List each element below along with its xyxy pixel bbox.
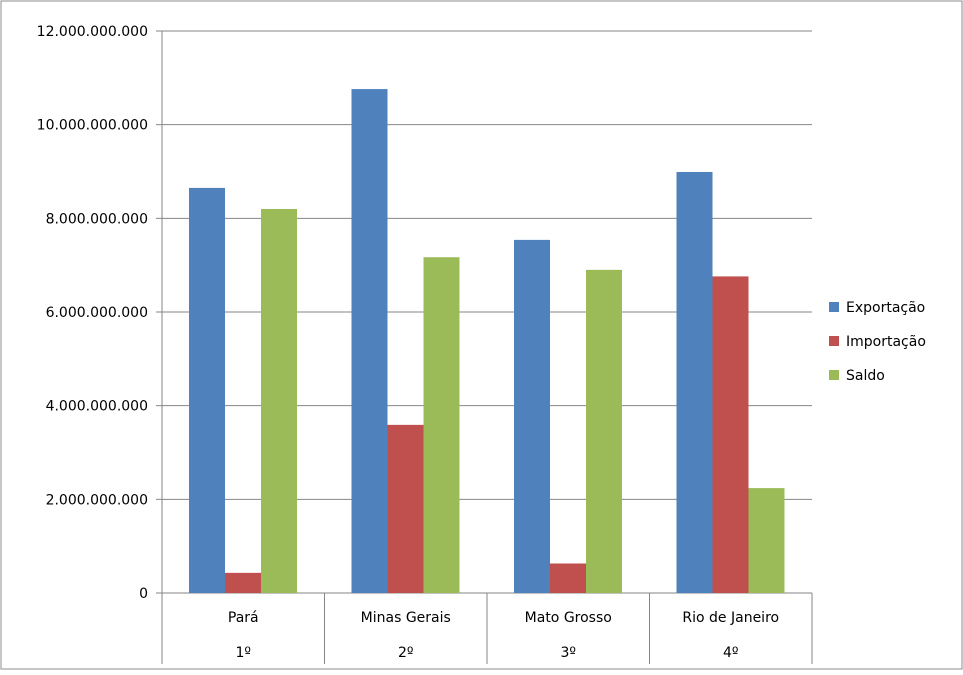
bar-saldo bbox=[261, 208, 297, 593]
bar-saldo bbox=[423, 257, 460, 593]
x-rank-label: 1º bbox=[235, 645, 251, 661]
legend: Exportação Importação Saldo bbox=[829, 300, 926, 384]
legend-swatch bbox=[829, 302, 839, 312]
legend-label: Importação bbox=[846, 334, 926, 350]
x-category-label: Rio de Janeiro bbox=[682, 610, 779, 626]
bar-saldo bbox=[586, 269, 622, 593]
bars bbox=[189, 89, 785, 594]
bar-exportação bbox=[351, 89, 388, 593]
bar-saldo bbox=[748, 488, 785, 593]
x-category-label: Pará bbox=[228, 610, 259, 626]
bar-importação bbox=[225, 572, 261, 593]
y-tick-label: 10.000.000.000 bbox=[37, 118, 148, 134]
y-tick-label: 8.000.000.000 bbox=[46, 211, 148, 227]
x-category-label: Minas Gerais bbox=[361, 610, 451, 626]
x-rank-label: 3º bbox=[560, 645, 576, 661]
bar-importação bbox=[550, 563, 586, 593]
legend-swatch bbox=[829, 336, 839, 346]
bar-importação bbox=[387, 424, 424, 593]
y-tick-label: 4.000.000.000 bbox=[46, 399, 148, 415]
bar-exportação bbox=[676, 171, 713, 594]
legend-label: Exportação bbox=[846, 300, 925, 316]
y-tick-label: 12.000.000.000 bbox=[37, 24, 148, 40]
legend-label: Saldo bbox=[846, 368, 885, 384]
x-rank-label: 2º bbox=[398, 645, 414, 661]
bar-exportação bbox=[514, 239, 550, 594]
bar-importação bbox=[712, 276, 749, 593]
x-category-label: Mato Grosso bbox=[525, 610, 612, 626]
y-tick-label: 0 bbox=[139, 586, 148, 602]
legend-swatch bbox=[829, 370, 839, 380]
x-rank-label: 4º bbox=[723, 645, 739, 661]
bar-exportação bbox=[189, 187, 225, 593]
y-tick-label: 2.000.000.000 bbox=[46, 492, 148, 508]
y-tick-label: 6.000.000.000 bbox=[46, 305, 148, 321]
labels: 0 2.000.000.000 4.000.000.000 6.000.000.000… bbox=[37, 24, 779, 661]
